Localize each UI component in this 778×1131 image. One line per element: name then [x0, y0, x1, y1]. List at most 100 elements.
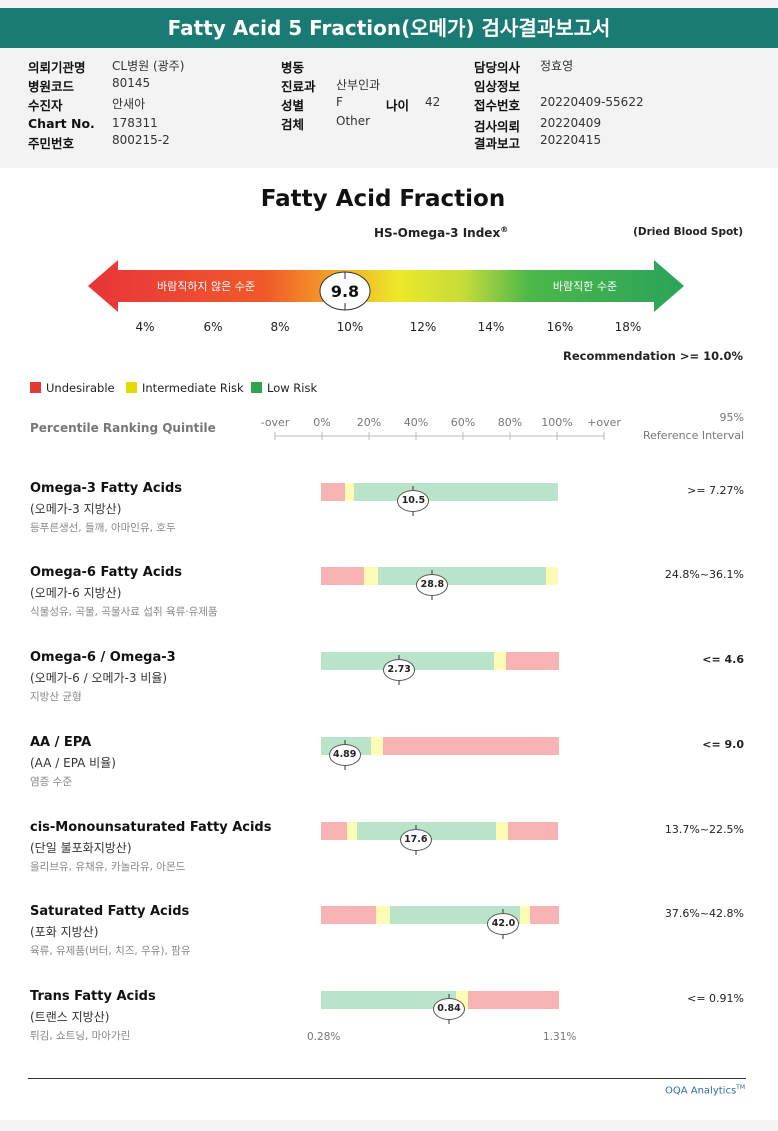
footer-divider — [28, 1078, 746, 1079]
row-title: Omega-6 / Omega-3 — [30, 650, 176, 665]
value-doctor: 정효영 — [540, 59, 574, 73]
result-value-marker: 28.8 — [416, 574, 449, 596]
legend-swatch-intermediate — [126, 382, 137, 393]
quintile-tick-label: -over — [260, 416, 290, 429]
row-title: Trans Fatty Acids — [30, 989, 156, 1004]
bar-segment-green — [321, 991, 457, 1009]
percentile-bar — [321, 991, 559, 1009]
bar-segment-red — [468, 991, 559, 1009]
marker-ticks — [431, 570, 433, 600]
undesirable-level-label: 바람직하지 않은 수준 — [157, 279, 255, 293]
row-description: 식물성유, 곡물, 곡물사료 섭취 육류·유제품 — [30, 606, 218, 618]
row-description: 육류, 유제품(버터, 치즈, 우유), 팜유 — [30, 945, 191, 957]
value-request-date: 20220409 — [540, 116, 602, 130]
legend-label-undesirable: Undesirable — [46, 381, 115, 395]
label-receipt-no: 접수번호 — [474, 98, 521, 113]
row-description: 튀김, 쇼트닝, 마아가린 — [30, 1030, 131, 1042]
index-tick-label: 4% — [135, 320, 155, 334]
quintile-tick-label: 60% — [450, 416, 476, 429]
quintile-label: Percentile Ranking Quintile — [30, 421, 216, 435]
bar-segment-red — [321, 906, 376, 924]
row-reference-interval: <= 0.91% — [687, 992, 744, 1005]
value-hospital-code: 80145 — [112, 76, 151, 90]
bar-segment-green — [378, 567, 547, 585]
row-subtitle: (트랜스 지방산) — [30, 1010, 110, 1024]
bar-segment-yellow — [347, 822, 357, 840]
bar-segment-red — [383, 737, 559, 755]
quintile-axis — [274, 432, 605, 440]
row-description: 올리브유, 유채유, 카놀라유, 아몬드 — [30, 861, 186, 873]
footer-brand: OQA AnalyticsTM — [600, 1084, 745, 1096]
row-reference-interval: <= 4.6 — [702, 653, 744, 666]
label-institution: 의뢰기관명 — [28, 60, 86, 75]
row-subtitle: (오메가-6 지방산) — [30, 586, 122, 600]
row-subtitle: (AA / EPA 비율) — [30, 756, 116, 770]
label-patient: 수진자 — [28, 98, 63, 113]
index-name-text: HS-Omega-3 Index — [374, 226, 501, 240]
desirable-level-label: 바람직한 수준 — [553, 280, 617, 293]
index-gradient-arrow — [88, 260, 684, 312]
bar-segment-yellow — [345, 483, 355, 501]
sample-note: (Dried Blood Spot) — [633, 226, 743, 238]
row-description: 지방산 균형 — [30, 691, 82, 703]
result-value-marker: 17.6 — [399, 829, 432, 851]
legend-label-intermediate: Intermediate Risk — [142, 381, 244, 395]
marker-ticks — [415, 825, 417, 855]
label-id-number: 주민번호 — [28, 136, 75, 151]
bar-segment-yellow — [376, 906, 391, 924]
report-title: Fatty Acid 5 Fraction(오메가) 검사결과보고서 — [0, 8, 778, 48]
bar-segment-yellow — [520, 906, 530, 924]
label-clinical-info: 임상정보 — [474, 79, 521, 94]
row-title: AA / EPA — [30, 735, 92, 750]
marker-ticks — [502, 909, 504, 939]
value-report-date: 20220415 — [540, 133, 602, 147]
quintile-tick-label: 0% — [313, 416, 331, 429]
value-specimen: Other — [336, 114, 371, 128]
bar-segment-yellow — [364, 567, 379, 585]
value-sex: F — [336, 95, 343, 109]
bar-segment-green — [354, 483, 558, 501]
value-department: 산부인과 — [336, 78, 381, 92]
bar-segment-yellow — [371, 737, 383, 755]
value-institution: CL병원 (광주) — [112, 59, 185, 73]
label-chart-no: Chart No. — [28, 116, 95, 131]
row-reference-interval: 13.7%~22.5% — [664, 823, 744, 836]
label-hospital-code: 병원코드 — [28, 79, 75, 94]
report-body — [0, 168, 778, 1120]
bar-segment-red — [321, 822, 348, 840]
index-tick-label: 16% — [546, 320, 574, 334]
trademark-mark: ® — [500, 225, 509, 234]
footer-brand-text: OQA Analytics — [664, 1085, 737, 1097]
index-tick-label: 14% — [477, 320, 505, 334]
result-value-marker: 2.73 — [383, 659, 416, 681]
axis-min-label: 0.28% — [307, 1031, 341, 1043]
quintile-tick-label: +over — [587, 416, 621, 429]
footer-trademark: TM — [736, 1084, 745, 1091]
label-ward: 병동 — [281, 60, 305, 75]
percentile-bar — [321, 906, 559, 924]
value-receipt-no: 20220409-55622 — [540, 95, 644, 109]
row-title: cis-Monounsaturated Fatty Acids — [30, 820, 272, 835]
percentile-bar — [321, 483, 558, 501]
row-title: Omega-3 Fatty Acids — [30, 481, 183, 496]
value-patient: 안새아 — [112, 97, 146, 111]
row-reference-interval: 37.6%~42.8% — [664, 907, 744, 920]
row-subtitle: (포화 지방산) — [30, 925, 99, 939]
result-value-marker: 42.0 — [487, 913, 520, 935]
label-doctor: 담당의사 — [474, 60, 521, 75]
marker-ticks — [398, 655, 400, 685]
index-tick-label: 10% — [336, 320, 364, 334]
bar-segment-red — [321, 483, 345, 501]
label-department: 진료과 — [281, 79, 316, 94]
marker-ticks — [344, 740, 346, 770]
label-request-date: 검사의뢰 — [474, 119, 521, 134]
index-tick-label: 6% — [203, 320, 223, 334]
bar-segment-yellow — [494, 652, 506, 670]
legend-label-low-risk: Low Risk — [267, 381, 318, 395]
row-title: Saturated Fatty Acids — [30, 904, 190, 919]
row-subtitle: (단일 불포화지방산) — [30, 841, 132, 855]
bar-segment-yellow — [546, 567, 558, 585]
axis-max-label: 1.31% — [543, 1031, 577, 1043]
quintile-tick-label: 100% — [541, 416, 573, 429]
ref-head-interval: Reference Interval — [642, 429, 744, 442]
